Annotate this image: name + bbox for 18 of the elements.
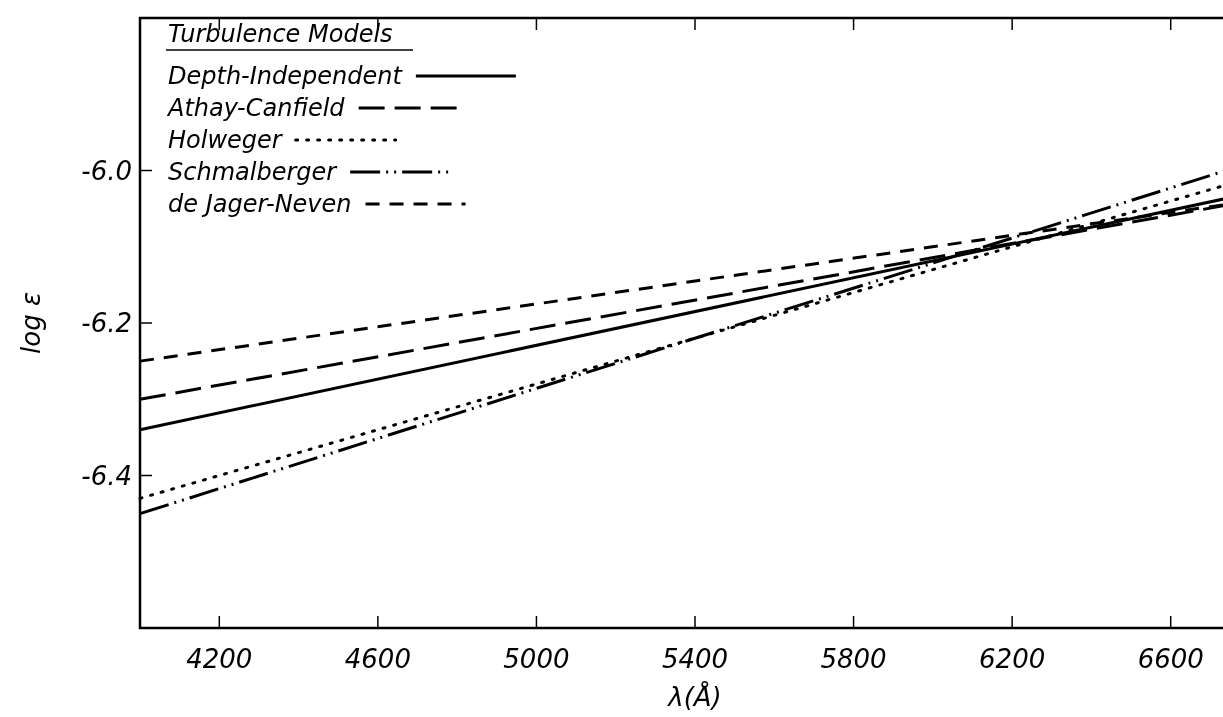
legend-label: Schmalberger: [168, 158, 339, 186]
x-tick-label: 6200: [979, 644, 1046, 674]
y-tick-label: -6.4: [81, 460, 132, 491]
x-tick-label: 5400: [661, 644, 729, 674]
y-tick-label: -6.2: [81, 308, 132, 338]
x-axis-title: λ(Å): [666, 681, 722, 712]
x-tick-label: 4600: [344, 644, 411, 674]
legend-label: Athay-Canfield: [166, 94, 346, 122]
x-tick-label: 4200: [186, 644, 253, 674]
x-tick-label: 6600: [1137, 644, 1204, 674]
x-tick-label: 5000: [503, 644, 570, 674]
y-tick-label: -6.0: [81, 155, 132, 186]
legend-title: Turbulence Models: [168, 20, 393, 48]
legend-label: de Jager-Neven: [168, 190, 352, 218]
x-tick-label: 5800: [820, 644, 887, 674]
legend-label: Holweger: [168, 126, 284, 154]
legend-label: Depth-Independent: [168, 62, 404, 90]
y-axis-title: log ε: [16, 292, 46, 354]
